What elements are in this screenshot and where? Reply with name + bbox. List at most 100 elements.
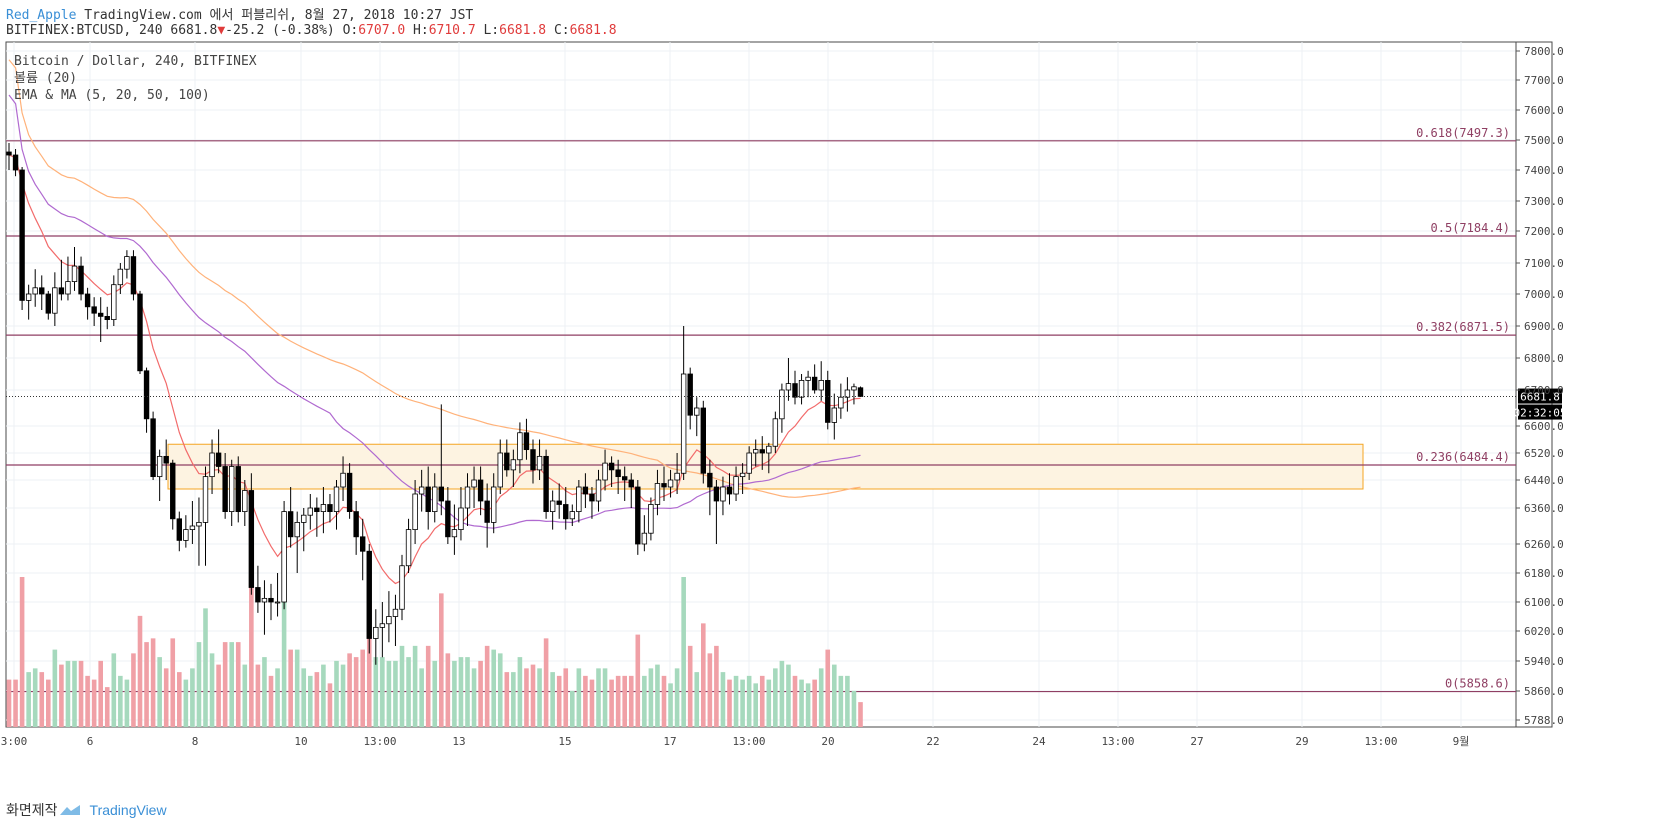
x-tick-label-11: 24 [1032, 735, 1046, 748]
fib-label-3: 0.236(6484.4) [1416, 450, 1510, 464]
volume-bar-104 [687, 645, 693, 727]
volume-bar-109 [720, 672, 726, 727]
volume-bar-91 [602, 668, 608, 727]
candle-body-3 [25, 293, 32, 301]
candle-body-72 [477, 479, 484, 502]
volume-bar-53 [353, 657, 359, 727]
volume-bar-99 [655, 664, 660, 727]
candle-body-51 [340, 472, 346, 488]
candle-body-34 [228, 466, 235, 512]
y-tick-label-14: 6440.0 [1524, 474, 1564, 487]
x-tick-label-14: 29 [1295, 735, 1308, 748]
volume-bar-71 [471, 668, 477, 727]
candle-body-96 [635, 486, 641, 545]
x-tick-label-1: 6 [87, 735, 94, 748]
volume-bar-117 [773, 668, 778, 727]
volume-bar-114 [753, 683, 758, 727]
x-tick-label-6: 15 [558, 735, 571, 748]
candle-body-101 [667, 479, 674, 488]
high-label: H: [413, 23, 429, 38]
volume-bar-17 [118, 675, 123, 727]
volume-bar-98 [648, 668, 654, 727]
candle-body-40 [268, 597, 274, 603]
volume-bar-119 [786, 664, 791, 727]
down-arrow-icon: ▼ [217, 23, 226, 38]
legend-title: Bitcoin / Dollar, 240, BITFINEX [14, 54, 257, 69]
volume-bar-79 [524, 668, 529, 727]
candle-body-88 [582, 486, 589, 495]
candle-body-18 [124, 256, 130, 270]
volume-bar-60 [399, 645, 405, 727]
candle-body-30 [202, 476, 209, 523]
candle-body-118 [779, 389, 785, 420]
candle-body-91 [602, 462, 608, 481]
candle-body-126 [831, 407, 837, 423]
volume-bar-69 [458, 657, 464, 727]
fib-label-1: 0.5(7184.4) [1431, 221, 1510, 235]
countdown-label: 02:32:05 [1514, 407, 1567, 420]
x-tick-label-16: 9월 [1453, 735, 1470, 748]
legend-volume: 볼륨 (20) [14, 71, 78, 86]
candle-body-35 [235, 466, 241, 512]
volume-bar-58 [386, 660, 392, 727]
publish-info: Red_Apple TradingView.com 에서 퍼블리쉬, 8월 27… [6, 4, 473, 23]
volume-bar-31 [209, 653, 215, 727]
volume-bar-43 [288, 649, 293, 727]
candle-body-42 [281, 511, 287, 603]
candle-body-129 [851, 386, 857, 391]
volume-bar-126 [832, 664, 837, 727]
candle-body-117 [772, 418, 779, 447]
volume-bar-13 [91, 679, 97, 727]
volume-bar-81 [537, 668, 542, 727]
volume-bar-14 [98, 660, 103, 727]
brand-link[interactable]: TradingView [89, 802, 167, 818]
x-tick-label-12: 13:00 [1101, 735, 1134, 748]
volume-bar-94 [622, 675, 627, 727]
candle-body-43 [287, 511, 294, 538]
candle-body-63 [418, 486, 425, 495]
volume-bar-33 [222, 642, 228, 727]
candle-body-104 [687, 373, 693, 416]
candle-body-48 [320, 504, 327, 512]
y-tick-label-1: 7700.0 [1524, 74, 1564, 87]
candle-body-58 [386, 616, 392, 625]
author-link[interactable]: Red_Apple [6, 8, 77, 23]
y-tick-label-6: 7200.0 [1524, 225, 1564, 238]
volume-bar-113 [746, 675, 752, 727]
volume-bar-30 [203, 608, 208, 727]
candle-body-39 [261, 597, 268, 603]
candle-body-32 [215, 452, 222, 467]
candle-body-20 [137, 293, 143, 372]
candle-body-90 [595, 479, 602, 502]
x-tick-label-7: 17 [663, 735, 676, 748]
volume-bar-96 [635, 634, 641, 727]
candle-body-82 [543, 455, 549, 512]
volume-bar-123 [812, 679, 817, 727]
candle-body-55 [366, 550, 372, 639]
candle-body-116 [766, 445, 772, 454]
candle-body-25 [170, 462, 176, 520]
volume-bar-65 [432, 660, 438, 727]
x-tick-label-10: 22 [926, 735, 939, 748]
candle-body-73 [484, 500, 490, 523]
candle-body-100 [661, 483, 667, 488]
candle-body-109 [720, 486, 726, 502]
candle-body-12 [84, 293, 91, 308]
candle-body-66 [438, 486, 444, 502]
candle-body-92 [608, 462, 615, 471]
candle-body-130 [857, 387, 864, 397]
x-tick-label-5: 13 [452, 735, 465, 748]
volume-bar-88 [583, 675, 588, 727]
candle-body-45 [301, 514, 307, 523]
candle-body-1 [12, 154, 19, 171]
volume-bar-41 [275, 668, 280, 727]
candle-body-36 [242, 490, 248, 513]
volume-bar-55 [366, 600, 372, 727]
x-tick-label-3: 10 [294, 735, 307, 748]
low-value: 6681.8 [499, 23, 547, 38]
candle-body-87 [576, 486, 582, 513]
candle-body-27 [183, 529, 189, 541]
volume-bar-8 [59, 664, 64, 727]
y-tick-label-18: 6100.0 [1524, 596, 1564, 609]
